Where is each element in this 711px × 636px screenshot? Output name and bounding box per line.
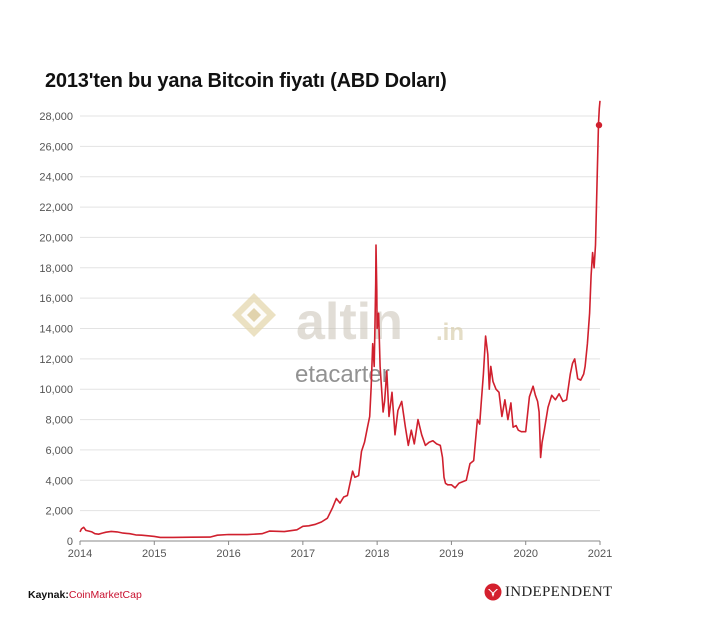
y-tick-label: 20,000 xyxy=(39,232,73,244)
y-tick-label: 26,000 xyxy=(39,141,73,153)
y-tick-label: 18,000 xyxy=(39,263,73,275)
y-tick-label: 16,000 xyxy=(39,293,73,305)
y-tick-label: 0 xyxy=(67,536,73,548)
watermark-subtext: etacarter xyxy=(295,361,390,388)
grid-lines xyxy=(80,115,600,512)
y-tick-label: 24,000 xyxy=(39,172,73,184)
eagle-icon xyxy=(484,583,502,601)
watermark: altin .in etacarter xyxy=(232,293,464,388)
watermark-tld: .in xyxy=(436,319,464,346)
x-tick-label: 2020 xyxy=(513,548,537,560)
end-point-marker xyxy=(595,121,603,129)
x-tick-label: 2017 xyxy=(291,548,315,560)
x-tick-label: 2019 xyxy=(439,548,463,560)
axes xyxy=(79,540,601,545)
x-tick-label: 2018 xyxy=(365,548,389,560)
y-tick-label: 28,000 xyxy=(39,111,73,123)
watermark-brand: altin xyxy=(296,293,403,351)
source-note: Kaynak:CoinMarketCap xyxy=(28,589,142,601)
altin-logo-icon xyxy=(232,293,276,337)
y-tick-label: 4,000 xyxy=(45,475,73,487)
x-tick-label: 2015 xyxy=(142,548,166,560)
y-tick-label: 14,000 xyxy=(39,324,73,336)
y-tick-label: 8,000 xyxy=(45,415,73,427)
chart-title: 2013'ten bu yana Bitcoin fiyatı (ABD Dol… xyxy=(45,70,447,92)
x-tick-label: 2016 xyxy=(216,548,240,560)
source-value: CoinMarketCap xyxy=(68,589,142,601)
y-tick-label: 6,000 xyxy=(45,445,73,457)
y-tick-label: 22,000 xyxy=(39,202,73,214)
y-tick-label: 12,000 xyxy=(39,354,73,366)
x-tick-label: 2014 xyxy=(68,548,92,560)
series xyxy=(79,100,603,539)
y-tick-label: 2,000 xyxy=(45,506,73,518)
publisher-name: INDEPENDENT xyxy=(505,583,613,600)
source-label: Kaynak: xyxy=(28,589,69,601)
series-line xyxy=(79,100,601,539)
y-tick-label: 10,000 xyxy=(39,384,73,396)
x-tick-label: 2021 xyxy=(588,548,612,560)
publisher-credit: INDEPENDENT xyxy=(484,583,612,601)
tick-labels: 0 2,000 4,000 6,000 8,000 10,000 12,000 14,000 1… xyxy=(39,111,612,560)
